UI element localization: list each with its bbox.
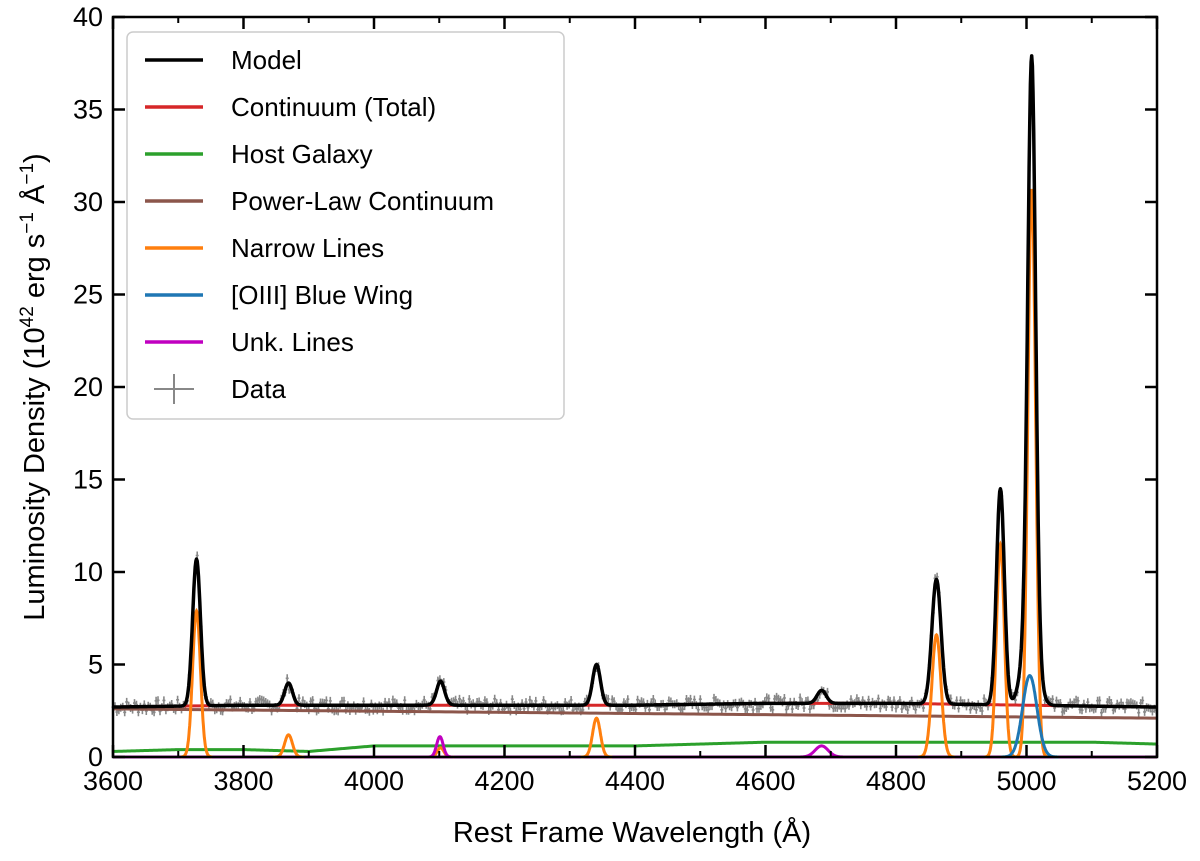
power-law-line: [112, 707, 1158, 720]
y-tick-label: 30: [73, 187, 103, 217]
x-tick-label: 4800: [866, 766, 926, 796]
x-tick-label: 3800: [213, 766, 273, 796]
legend-label: Model: [231, 45, 302, 75]
legend-label: Host Galaxy: [231, 139, 373, 169]
y-axis-title: Luminosity Density (1042 erg s−1 Å−1): [17, 153, 51, 620]
x-axis-title: Rest Frame Wavelength (Å): [453, 816, 811, 849]
legend: Model Continuum (Total) Host Galaxy Power-L…: [126, 31, 565, 420]
legend-label: Unk. Lines: [231, 327, 354, 357]
x-tick-label: 4000: [344, 766, 404, 796]
x-tick-label: 3600: [83, 766, 143, 796]
y-tick-label: 15: [73, 465, 103, 495]
legend-label: Continuum (Total): [231, 92, 436, 122]
legend-label: [OIII] Blue Wing: [231, 280, 413, 310]
legend-box: [126, 31, 565, 420]
narrow-lines: [180, 188, 1048, 759]
model-line: [111, 54, 1159, 709]
y-tick-label: 35: [73, 95, 103, 125]
axis-ticks: 3600 3800 4000 4200 4400 4600 4800 5000 5200 0 5 10…: [73, 2, 1187, 796]
oiii-blue-wing-line: [1001, 674, 1059, 759]
x-tick-label: 5200: [1127, 766, 1187, 796]
x-tick-label: 5000: [996, 766, 1056, 796]
y-tick-label: 25: [73, 280, 103, 310]
legend-label: Narrow Lines: [231, 233, 384, 263]
legend-label: Power-Law Continuum: [231, 186, 494, 216]
y-tick-label: 0: [88, 742, 103, 772]
legend-label: Data: [231, 374, 286, 404]
x-tick-label: 4200: [474, 766, 534, 796]
y-tick-label: 20: [73, 372, 103, 402]
y-tick-label: 40: [73, 2, 103, 32]
y-tick-label: 5: [88, 650, 103, 680]
x-tick-label: 4600: [735, 766, 795, 796]
y-tick-label: 10: [73, 557, 103, 587]
x-tick-label: 4400: [605, 766, 665, 796]
